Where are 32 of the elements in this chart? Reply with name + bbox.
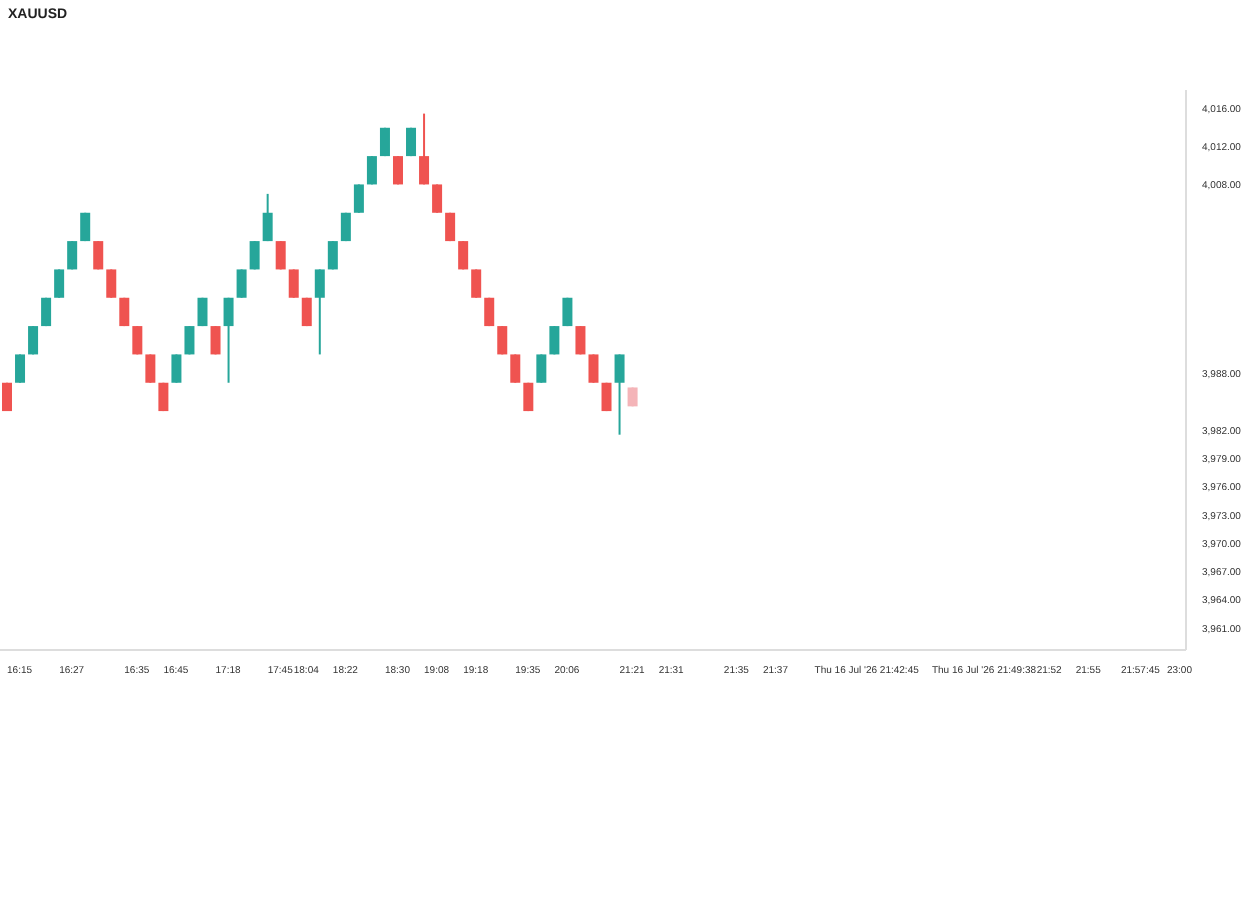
candlestick bbox=[510, 353, 521, 384]
candlestick bbox=[549, 325, 560, 356]
candlestick bbox=[458, 240, 469, 271]
candlestick bbox=[28, 325, 39, 356]
candlestick bbox=[288, 268, 299, 299]
candlestick bbox=[432, 183, 443, 214]
candlestick bbox=[184, 325, 195, 356]
candlestick bbox=[15, 353, 26, 384]
candlestick bbox=[588, 353, 599, 384]
candlestick bbox=[614, 353, 625, 436]
candlestick bbox=[419, 112, 430, 186]
candlestick bbox=[67, 240, 78, 271]
candlestick bbox=[536, 353, 547, 384]
candlestick bbox=[106, 268, 117, 299]
candlestick bbox=[471, 268, 482, 299]
candlestick bbox=[93, 240, 104, 271]
candlestick bbox=[366, 155, 377, 186]
candlestick bbox=[249, 240, 260, 271]
candlestick bbox=[575, 325, 586, 356]
candlestick bbox=[132, 325, 143, 356]
candlestick bbox=[171, 353, 182, 384]
candlestick bbox=[54, 268, 65, 299]
candlestick bbox=[145, 353, 156, 384]
candlestick bbox=[210, 325, 221, 356]
candlestick bbox=[353, 183, 364, 214]
candlestick bbox=[223, 296, 234, 384]
candlestick bbox=[275, 240, 286, 271]
candlestick bbox=[236, 268, 247, 299]
candlestick bbox=[262, 192, 273, 243]
candlestick bbox=[314, 268, 325, 356]
candlestick bbox=[497, 325, 508, 356]
candlestick bbox=[327, 240, 338, 271]
